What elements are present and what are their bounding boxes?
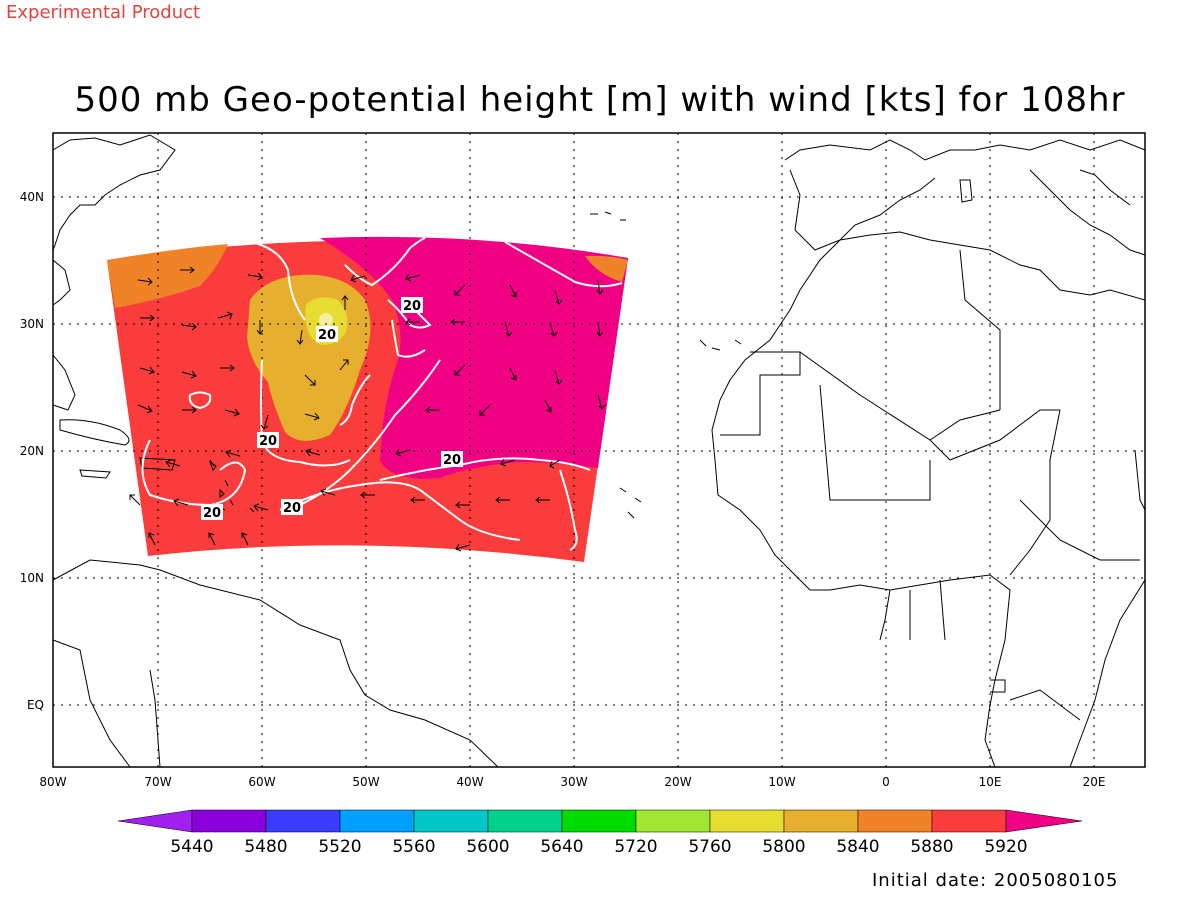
region-5840-nw <box>107 244 228 308</box>
svg-text:20: 20 <box>403 299 421 314</box>
colorbar-swatch <box>709 809 785 833</box>
colorbar-swatch <box>339 809 415 833</box>
latitude-labels: 40N 30N 20N 10N EQ <box>20 190 44 712</box>
lat-label: 30N <box>20 317 44 331</box>
lon-label: 20E <box>1083 775 1106 789</box>
colorbar-label: 5480 <box>244 837 287 857</box>
contour-label: 20 <box>441 451 463 468</box>
region-5760-core <box>319 313 333 327</box>
region-5840-ne <box>585 255 628 282</box>
lon-label: 60W <box>248 775 275 789</box>
colorbar-swatch <box>265 809 341 833</box>
contour-label: 20 <box>257 432 279 449</box>
colorbar-label: 5440 <box>170 837 213 857</box>
contour-label: 20 <box>281 499 303 516</box>
contour-label: 20 <box>316 326 338 343</box>
colorbar-label: 5720 <box>614 837 657 857</box>
colorbar-label: 5920 <box>984 837 1027 857</box>
contour-label: 20 <box>401 297 423 314</box>
colorbar-left-arrow <box>117 809 193 833</box>
longitude-labels: 80W 70W 60W 50W 40W 30W 20W 10W 0 10E 20… <box>39 775 1105 789</box>
colorbar-label: 5760 <box>688 837 731 857</box>
colorbar-right-arrow <box>1005 809 1083 833</box>
caribbean-islands <box>209 459 255 513</box>
wind-vectors <box>129 266 606 552</box>
colorbar-swatch <box>635 809 711 833</box>
svg-text:20: 20 <box>283 501 301 516</box>
experimental-product-label: Experimental Product <box>6 2 201 23</box>
lon-label: 40W <box>456 775 483 789</box>
colorbar <box>117 809 1083 833</box>
initial-date-label: Initial date: 2005080105 <box>872 870 1119 891</box>
coastlines <box>52 134 1146 768</box>
lat-label: 40N <box>20 190 44 204</box>
lon-label: 80W <box>39 775 66 789</box>
colorbar-label: 5560 <box>392 837 435 857</box>
colorbar-swatch <box>931 809 1007 833</box>
lat-label: 10N <box>20 571 44 585</box>
colorbar-label: 5640 <box>540 837 583 857</box>
colorbar-swatch <box>487 809 563 833</box>
lon-label: 0 <box>882 775 890 789</box>
colorbar-swatch <box>413 809 489 833</box>
colorbar-label: 5880 <box>910 837 953 857</box>
colorbar-swatch <box>191 809 267 833</box>
lon-label: 20W <box>664 775 691 789</box>
lon-label: 30W <box>560 775 587 789</box>
lon-label: 10E <box>979 775 1002 789</box>
lon-label: 70W <box>144 775 171 789</box>
svg-text:20: 20 <box>203 506 221 521</box>
colorbar-swatch <box>783 809 859 833</box>
contour-labels: 20 20 20 20 20 20 <box>201 297 463 521</box>
colorbar-label: 5840 <box>836 837 879 857</box>
colorbar-swatch <box>561 809 637 833</box>
lon-label: 10W <box>768 775 795 789</box>
chart-title: 500 mb Geo-potential height [m] with win… <box>74 80 1126 120</box>
colorbar-label: 5600 <box>466 837 509 857</box>
region-5920 <box>320 236 628 479</box>
svg-text:20: 20 <box>259 434 277 449</box>
colorbar-label: 5520 <box>318 837 361 857</box>
graticule <box>53 133 1145 767</box>
lon-label: 50W <box>352 775 379 789</box>
svg-text:20: 20 <box>318 328 336 343</box>
lat-label: EQ <box>27 698 44 712</box>
svg-text:20: 20 <box>443 453 461 468</box>
colorbar-swatch <box>857 809 933 833</box>
colorbar-labels: 5440 5480 5520 5560 5600 5640 5720 5760 … <box>170 837 1027 857</box>
colorbar-label: 5800 <box>762 837 805 857</box>
contour-label: 20 <box>201 504 223 521</box>
lat-label: 20N <box>20 444 44 458</box>
